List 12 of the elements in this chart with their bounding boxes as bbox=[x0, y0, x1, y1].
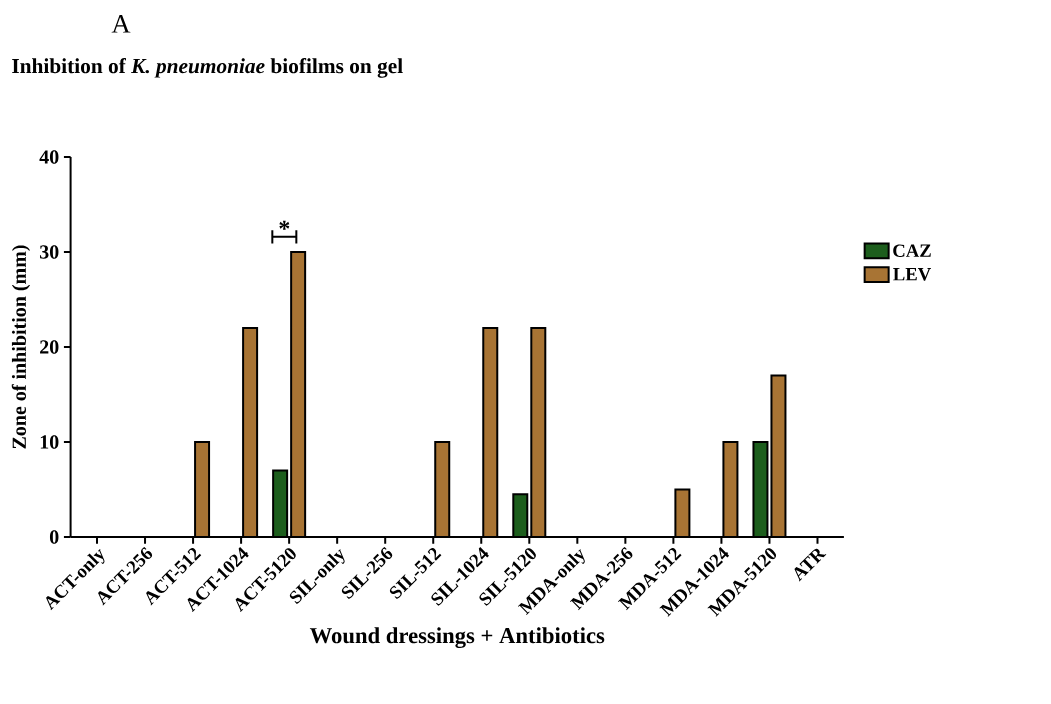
y-axis-title: Zone of inhibition (mm) bbox=[11, 245, 31, 449]
y-tick-label: 0 bbox=[49, 530, 59, 544]
y-tick-label: 20 bbox=[40, 340, 59, 354]
chart-title: Inhibition of K. pneumoniae biofilms on gel bbox=[12, 58, 403, 78]
x-axis-title: Wound dressings + Antibiotics bbox=[309, 627, 605, 649]
y-tick-label: 30 bbox=[39, 245, 59, 259]
legend-label: LEV bbox=[893, 268, 931, 281]
legend-label: CAZ bbox=[893, 244, 931, 257]
annotation: * bbox=[279, 220, 290, 230]
text: A bbox=[111, 15, 131, 33]
y-tick-label: 10 bbox=[40, 435, 59, 449]
y-tick-label: 40 bbox=[39, 150, 59, 164]
